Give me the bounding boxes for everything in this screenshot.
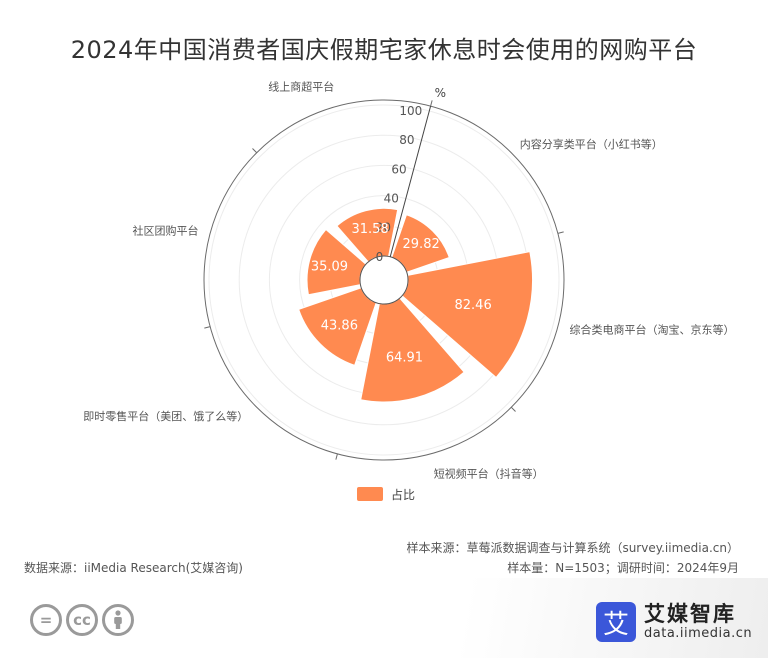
radial-axis [389,106,432,257]
sample-source-note: 样本来源：草莓派数据调查与计算系统（survey.iimedia.cn） [406,541,739,555]
brand-site: data.iimedia.cn [644,626,753,641]
angle-tick [335,453,338,460]
value-label: 64.91 [386,350,423,365]
brand-block: 艾 艾媒智库 data.iimedia.cn [596,602,752,642]
creative-commons-icon: cc [66,604,98,636]
angle-tick [252,148,258,154]
unit-label: % [435,86,446,100]
category-label: 线上商超平台 [268,80,334,94]
data-source-note: 数据来源：iiMedia Research(艾媒咨询) [24,561,243,575]
outer-circle [203,99,565,461]
polar-bar-chart: 0 20 40 60 80 100% 29.82 82.46 64.91 43.86 35.09 31… [83,80,734,481]
radial-tick-label: 40 [384,191,399,205]
value-label: 43.86 [321,319,358,334]
value-label: 29.82 [403,237,440,252]
category-label: 综合类电商平台（淘宝、京东等） [569,323,734,337]
center-hole [359,255,409,305]
value-label: 82.46 [455,298,492,313]
radial-tick-label: 100 [399,104,422,118]
chart-title: 2024年中国消费者国庆假期宅家休息时会使用的网购平台 [70,36,698,64]
category-label: 短视频平台（抖音等） [434,466,544,480]
attribution-person-icon [102,604,134,636]
equals-icon: = [30,604,62,636]
value-label: 35.09 [311,259,348,274]
angle-tick [430,100,433,107]
legend-swatch [357,487,383,501]
category-label: 内容分享类平台（小红书等） [520,137,663,151]
radial-tick-label: 20 [376,221,391,235]
value-label: 31.58 [351,222,388,237]
radial-tick-label: 0 [376,250,384,264]
legend[interactable]: 占比 [357,486,415,502]
license-icons: = cc [30,604,134,636]
angle-tick [510,406,516,412]
category-label: 即时零售平台（美团、饿了么等） [83,409,248,423]
angle-tick [204,326,211,329]
sample-size-note: 样本量：N=1503；调研时间：2024年9月 [507,561,739,575]
radial-tick-label: 80 [399,133,414,147]
brand-name: 艾媒智库 [644,602,736,626]
grid-circle [208,104,560,456]
radial-tick-label: 60 [391,162,406,176]
legend-label: 占比 [391,487,416,502]
category-label: 社区团购平台 [133,223,199,237]
brand-logo: 艾 [596,602,636,642]
angle-tick [557,231,564,234]
